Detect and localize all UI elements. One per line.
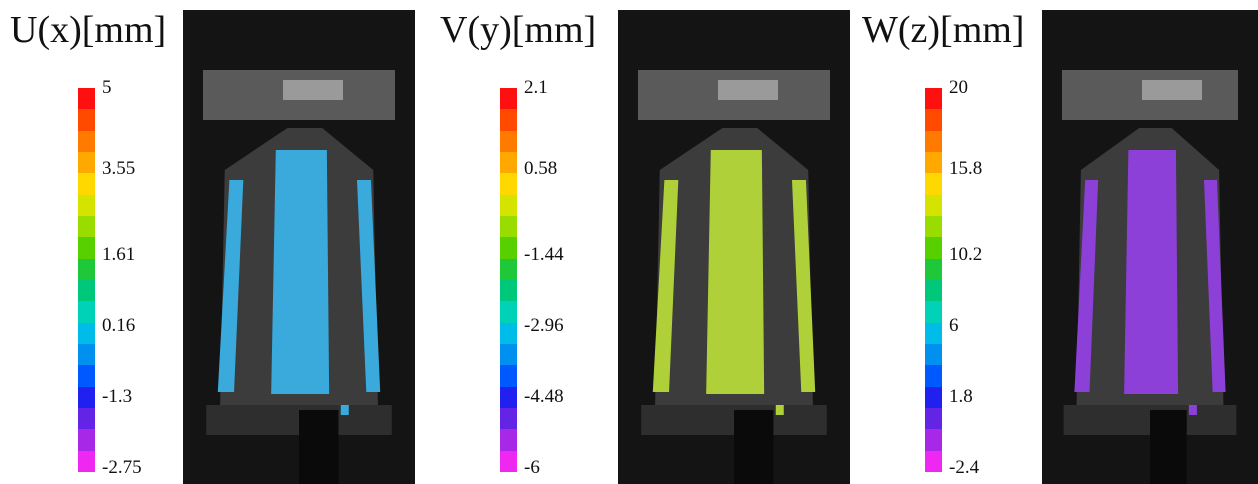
colorbar-tick-label: 0.16 xyxy=(102,315,135,337)
colorbar-tick-label: -1.44 xyxy=(524,244,564,266)
specimen-photo xyxy=(618,10,850,484)
colorbar-tick-label: 5 xyxy=(102,77,112,99)
colorbar-tick-label: 2.1 xyxy=(524,77,548,99)
colorbar-tick-label: -4.48 xyxy=(524,386,564,408)
colorbar-tick-label: 15.8 xyxy=(949,158,982,180)
panel-title: U(x)[mm] xyxy=(10,8,166,52)
panel-title: W(z)[mm] xyxy=(862,8,1024,52)
colorbar-tick-label: 3.55 xyxy=(102,158,135,180)
colorbar-tick-label: -2.4 xyxy=(949,457,979,479)
colorbar-tick-label: -2.96 xyxy=(524,315,564,337)
specimen-photo xyxy=(183,10,415,484)
colorbar xyxy=(500,88,517,472)
colorbar-tick-label: 1.8 xyxy=(949,386,973,408)
figure: (() => { const data = JSON.parse(documen… xyxy=(0,0,1258,484)
colorbar-tick-label: 1.61 xyxy=(102,244,135,266)
specimen-photo xyxy=(1042,10,1258,484)
colorbar-tick-label: 6 xyxy=(949,315,959,337)
colorbar-tick-label: -2.75 xyxy=(102,457,142,479)
colorbar xyxy=(78,88,95,472)
panel-title: V(y)[mm] xyxy=(440,8,596,52)
colorbar xyxy=(925,88,942,472)
colorbar-tick-label: -6 xyxy=(524,457,540,479)
colorbar-tick-label: 10.2 xyxy=(949,244,982,266)
colorbar-tick-label: -1.3 xyxy=(102,386,132,408)
colorbar-tick-label: 20 xyxy=(949,77,968,99)
colorbar-tick-label: 0.58 xyxy=(524,158,557,180)
